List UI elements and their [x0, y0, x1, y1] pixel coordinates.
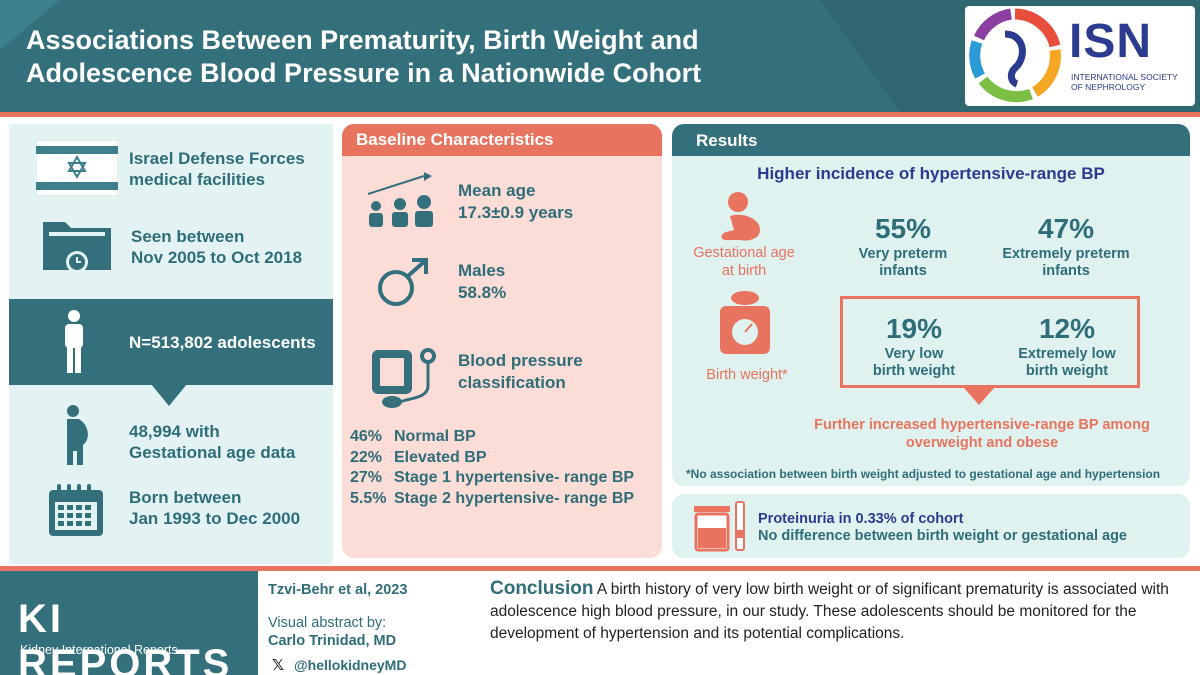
pregnant-figure-icon	[67, 405, 88, 465]
list-item: 22% Elevated BP	[350, 448, 487, 466]
results-header: Results	[672, 124, 1190, 156]
overweight-finding: Further increased hypertensive-range BP …	[814, 417, 1150, 451]
footer-divider	[0, 566, 1200, 571]
seen-period-label: Seen between Nov 2005 to Oct 2018	[131, 227, 303, 267]
gestational-age-label: Gestational age at birth	[693, 245, 795, 279]
isn-logo-icon	[969, 8, 1061, 103]
bp-classification-list: 46% Normal BP 22% Elevated BP 27% Stage 1 h…	[350, 427, 634, 509]
visual-abstract-credit: Visual abstract by: Carlo Trinidad, MD	[268, 615, 397, 649]
higher-incidence-heading: Higher incidence of hypertensive-range B…	[757, 164, 1105, 183]
infant-icon	[721, 192, 760, 241]
gestational-data-label: 48,994 with Gestational age data	[129, 422, 296, 462]
band-pointer	[151, 384, 187, 406]
males-label: Males 58.8%	[458, 261, 507, 302]
baseline-header: Baseline Characteristics	[342, 124, 662, 156]
birth-weight-pointer	[964, 388, 994, 405]
isn-logo-text: ISN	[1069, 15, 1153, 68]
ki-reports-logo: KI REPORTS Kidney International Reports	[0, 571, 258, 675]
citation: Tzvi-Behr et al, 2023	[268, 582, 408, 598]
conclusion: Conclusion A birth history of very low b…	[490, 578, 1169, 642]
ki-reports-title: KI REPORTS	[18, 597, 233, 675]
urine-sample-icon	[694, 501, 745, 552]
results-panel: Results Higher incidence of hypertensive…	[672, 124, 1190, 486]
list-item: 5.5% Stage 2 hypertensive- range BP	[350, 489, 635, 507]
header-divider	[0, 112, 1200, 117]
folder-clock-icon	[43, 222, 111, 273]
extremely-low-bw-stat: 12% Extremely low birth weight	[1018, 313, 1116, 379]
adolescent-figure-icon	[65, 310, 83, 373]
footnote: *No association between birth weight adj…	[686, 467, 1161, 481]
results-heading: Results	[696, 131, 758, 150]
extremely-preterm-stat: 47% Extremely preterm infants	[1002, 213, 1130, 279]
very-preterm-stat: 55% Very preterm infants	[858, 213, 948, 279]
proteinuria-text: Proteinuria in 0.33% of cohort No differ…	[758, 511, 1127, 544]
baseline-panel: Baseline Characteristics Mean age 17.3±0…	[342, 124, 662, 558]
header-banner: Associations Between Prematurity, Birth …	[0, 0, 1200, 112]
cohort-panel: Israel Defense Forces medical facilities…	[9, 124, 333, 564]
birth-weight-label: Birth weight*	[706, 367, 788, 383]
proteinuria-panel: Proteinuria in 0.33% of cohort No differ…	[672, 494, 1190, 558]
list-item: 27% Stage 1 hypertensive- range BP	[350, 469, 635, 486]
cohort-source-label: Israel Defense Forces medical facilities	[129, 149, 305, 189]
calendar-icon	[49, 484, 103, 536]
page-title: Associations Between Prematurity, Birth …	[26, 25, 702, 88]
social-handle[interactable]: @hellokidneyMD	[294, 657, 407, 673]
baseline-heading: Baseline Characteristics	[356, 130, 554, 149]
male-symbol-icon	[378, 258, 428, 306]
cohort-size-band: N=513,802 adolescents	[9, 299, 333, 385]
bp-classification-label: Blood pressure classification	[458, 351, 583, 392]
isn-logo-subtitle: INTERNATIONAL SOCIETY OF NEPHROLOGY	[1071, 72, 1178, 92]
x-logo-icon: 𝕏	[272, 657, 285, 674]
age-group-icon	[367, 172, 433, 227]
blood-pressure-cuff-icon	[372, 348, 436, 408]
baby-scale-icon	[720, 291, 770, 354]
cohort-size-label: N=513,802 adolescents	[129, 333, 316, 352]
israel-flag-icon	[36, 140, 118, 196]
ki-reports-subtitle: Kidney International Reports	[20, 643, 178, 657]
list-item: 46% Normal BP	[350, 428, 476, 445]
very-low-bw-stat: 19% Very low birth weight	[872, 313, 956, 379]
birth-period-label: Born between Jan 1993 to Dec 2000	[129, 488, 301, 528]
isn-logo: ISN INTERNATIONAL SOCIETY OF NEPHROLOGY	[965, 6, 1195, 106]
birth-weight-box	[840, 296, 1140, 388]
mean-age-label: Mean age 17.3±0.9 years	[458, 181, 574, 222]
